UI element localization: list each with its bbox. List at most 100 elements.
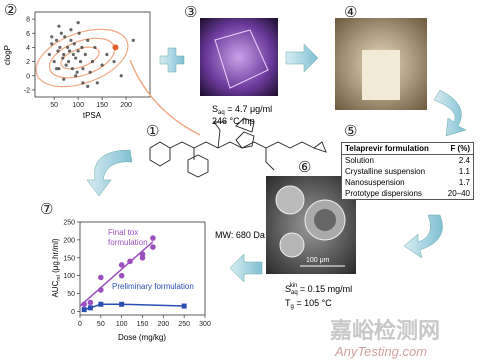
point — [95, 81, 99, 85]
point — [57, 24, 61, 28]
point — [67, 49, 72, 53]
point — [181, 303, 187, 309]
link-curve — [129, 59, 201, 136]
point — [54, 67, 59, 71]
x-tick-label: 100 — [116, 321, 128, 328]
point — [81, 307, 87, 313]
point — [86, 38, 90, 42]
point — [118, 272, 125, 279]
point — [98, 301, 104, 307]
table-cell: Prototype dispersions — [345, 189, 422, 198]
point — [119, 74, 123, 78]
point — [98, 287, 104, 293]
point — [69, 38, 73, 42]
glass-transition: Tg = 105 °C — [285, 298, 332, 310]
point — [119, 301, 125, 307]
y-tick-label: 8 — [26, 17, 30, 24]
point — [54, 38, 59, 42]
point — [69, 28, 73, 32]
point — [52, 59, 56, 64]
arrow — [433, 89, 467, 137]
plus — [159, 47, 185, 73]
y-tick-label: -2 — [24, 87, 30, 94]
point — [100, 63, 104, 67]
table-cell: 1.1 — [458, 167, 470, 176]
x-tick-label: 0 — [78, 321, 82, 328]
y-tick-label: 150 — [63, 255, 75, 262]
panel-number: ④ — [344, 4, 357, 21]
arrow — [403, 214, 443, 259]
point — [150, 235, 156, 241]
contour — [35, 28, 129, 88]
plot-frame — [79, 221, 206, 316]
highlight-point — [112, 44, 119, 51]
particle — [279, 232, 305, 258]
molecular-weight: MW: 680 Da — [215, 230, 265, 240]
watermark: AnyTesting.com — [334, 344, 427, 359]
point — [88, 70, 92, 74]
table-header: Telaprevir formulation — [341, 142, 442, 155]
melting-point: 246 °C mp — [212, 116, 255, 126]
x-tick-label: 50 — [50, 102, 58, 109]
table-header: F (%) — [441, 142, 474, 155]
point — [77, 31, 81, 35]
point — [50, 42, 54, 46]
axis-label: tPSA — [83, 111, 102, 120]
panel-number: ⑥ — [298, 159, 311, 176]
axis-label: Dose (mg/kg) — [118, 333, 166, 342]
x-tick-label: 300 — [199, 321, 211, 328]
point — [118, 262, 125, 268]
point — [70, 67, 74, 71]
point — [139, 254, 146, 261]
y-tick-label: 2 — [26, 59, 30, 66]
series-label: Preliminary formulation — [112, 282, 194, 291]
point — [76, 21, 80, 25]
point — [127, 258, 133, 265]
table-cell: 20–40 — [447, 189, 470, 198]
solubility: Saqkin = 0.15 mg/ml — [285, 283, 352, 296]
x-tick-label: 200 — [120, 102, 132, 109]
point — [90, 59, 95, 64]
table-cell: 1.7 — [458, 178, 470, 187]
point — [61, 56, 65, 60]
point — [86, 84, 90, 88]
arrow — [285, 43, 319, 73]
x-tick-label: 150 — [137, 321, 149, 328]
axis-label: AUCrel (μg.hr/ml) — [51, 238, 62, 297]
y-tick-label: 100 — [63, 273, 75, 280]
point — [105, 52, 109, 57]
point — [66, 59, 71, 64]
point — [131, 38, 135, 42]
point — [87, 299, 94, 306]
molecule — [149, 117, 327, 178]
point — [65, 45, 70, 50]
panel-number: ② — [4, 2, 17, 19]
point — [93, 45, 97, 50]
y-tick-label: 50 — [67, 291, 75, 298]
table-cell: Nanosuspension — [345, 178, 405, 187]
contour — [60, 46, 100, 70]
y-tick-label: 4 — [26, 45, 30, 52]
table-cell: 2.4 — [458, 156, 470, 165]
crystal-image — [200, 18, 278, 96]
point — [81, 81, 85, 85]
point — [74, 74, 78, 78]
point — [57, 67, 61, 71]
axis-label: clogP — [3, 45, 12, 65]
y-tick-label: 6 — [26, 31, 30, 38]
table-cell: Solution — [345, 156, 374, 165]
point — [81, 301, 87, 308]
plot-frame — [34, 11, 151, 98]
point — [78, 59, 83, 64]
watermark: 嘉峪检测网 — [330, 318, 440, 343]
solubility: Saq = 4.7 μg/ml — [212, 104, 272, 116]
point — [80, 45, 84, 50]
point — [76, 49, 80, 53]
statue — [362, 50, 400, 100]
series-label: Final tox formulation — [108, 228, 148, 247]
particle — [314, 209, 336, 231]
y-tick-label: 250 — [63, 220, 75, 227]
table-cell: Crystalline suspension — [345, 167, 426, 176]
point — [50, 35, 54, 39]
